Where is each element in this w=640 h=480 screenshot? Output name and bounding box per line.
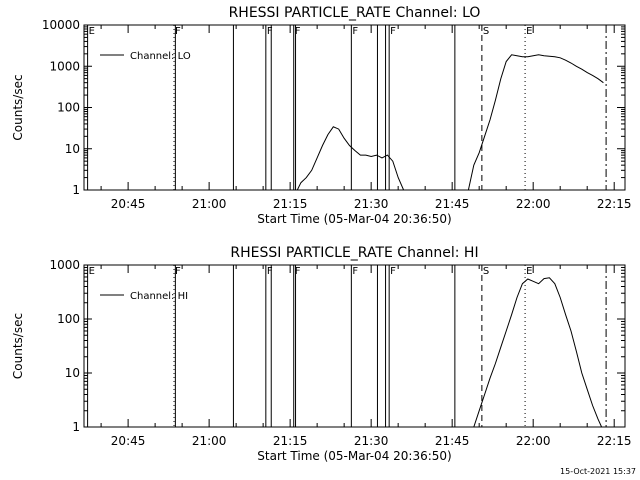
plot-area [87, 25, 607, 190]
x-tick-label: 22:15 [597, 197, 632, 211]
y-axis-label: Counts/sec [11, 74, 25, 140]
x-tick-label: 21:45 [435, 197, 470, 211]
y-tick-label: 10 [65, 366, 80, 380]
y-tick-label: 10000 [42, 18, 80, 32]
event-marker-label: E [89, 26, 95, 37]
chart-panel-lo: RHESSI PARTICLE_RATE Channel: LO 20:45 21:… [11, 5, 631, 226]
chart-title: RHESSI PARTICLE_RATE Channel: LO [229, 5, 481, 21]
generated-timestamp: 15-Oct-2021 15:37 [560, 467, 636, 476]
plot-frame [83, 264, 626, 428]
event-marker-label: S [483, 266, 489, 277]
y-tick-label: 1 [72, 183, 80, 197]
y-tick-label: 100 [57, 101, 80, 115]
x-tick-label: 22:00 [516, 434, 551, 448]
series-line [473, 277, 603, 427]
y-tick-label: 10 [65, 142, 80, 156]
x-tick-label: 21:15 [273, 197, 308, 211]
plot-area [87, 265, 607, 427]
x-axis-label: Start Time (05-Mar-04 20:36:50) [257, 212, 451, 226]
event-marker-label: F [390, 266, 396, 277]
legend-entry: Channel: HI [130, 291, 188, 302]
event-marker-label: E [526, 266, 532, 277]
plot-frame [83, 24, 626, 191]
y-tick-label: 1000 [49, 258, 80, 272]
y-tick-label: 1 [72, 420, 80, 434]
event-marker-label: E [526, 26, 532, 37]
x-tick-label: 20:45 [111, 434, 146, 448]
y-axis-label: Counts/sec [11, 313, 25, 379]
series-line [296, 54, 604, 190]
y-tick-label: 100 [57, 312, 80, 326]
event-marker-label: F [267, 26, 273, 37]
x-axis-label: Start Time (05-Mar-04 20:36:50) [257, 449, 451, 463]
legend-entry: Channel: LO [130, 51, 191, 62]
x-tick-label: 21:45 [435, 434, 470, 448]
event-marker-label: S [483, 26, 489, 37]
x-tick-label: 22:00 [516, 197, 551, 211]
x-tick-label: 21:00 [192, 434, 227, 448]
event-marker-label: F [267, 266, 273, 277]
x-tick-label: 20:45 [111, 197, 146, 211]
x-tick-label: 21:30 [354, 434, 389, 448]
chart-title: RHESSI PARTICLE_RATE Channel: HI [230, 245, 478, 261]
event-marker-label: E [89, 266, 95, 277]
event-marker-label: F [295, 26, 301, 37]
chart-panel-hi: RHESSI PARTICLE_RATE Channel: HI 20:45 21:… [11, 245, 631, 463]
event-marker-label: F [175, 26, 181, 37]
x-tick-label: 21:15 [273, 434, 308, 448]
y-tick-label: 1000 [49, 59, 80, 73]
event-marker-label: F [352, 26, 358, 37]
event-marker-label: F [295, 266, 301, 277]
event-marker-label: F [390, 26, 396, 37]
x-tick-label: 21:30 [354, 197, 389, 211]
x-tick-label: 22:15 [597, 434, 632, 448]
event-marker-label: F [175, 266, 181, 277]
event-marker-label: F [352, 266, 358, 277]
x-tick-label: 21:00 [192, 197, 227, 211]
